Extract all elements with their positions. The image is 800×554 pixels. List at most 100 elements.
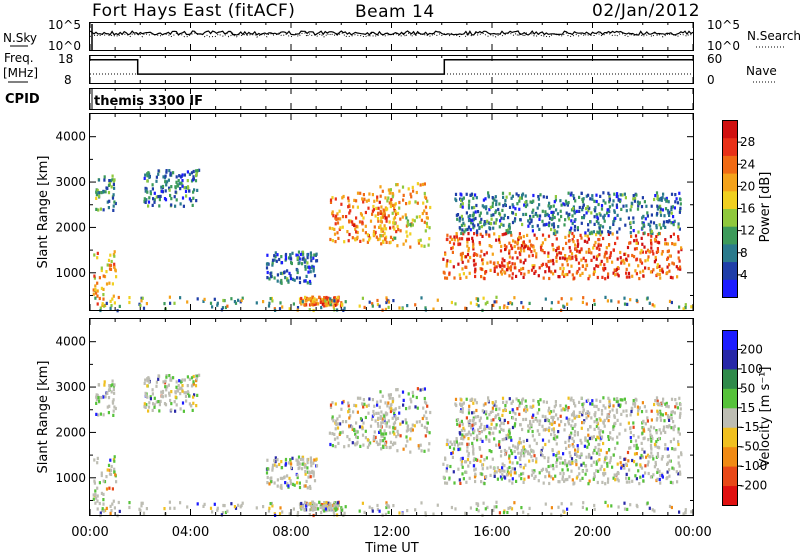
power-cell <box>621 193 624 197</box>
velocity-cell <box>551 428 554 432</box>
power-cell <box>339 217 342 221</box>
velocity-cell <box>339 422 342 426</box>
power-cell <box>539 214 542 218</box>
velocity-cell <box>682 512 685 516</box>
power-cell <box>220 308 223 312</box>
power-colorbar-swatch <box>722 243 738 263</box>
velocity-colorbar-swatch <box>722 388 738 409</box>
velocity-cell <box>584 412 588 416</box>
power-cell <box>109 263 113 267</box>
velocity-cell <box>495 407 498 412</box>
velocity-cell <box>616 418 619 422</box>
power-cell <box>596 230 599 234</box>
velocity-cell <box>677 442 680 447</box>
power-cell <box>534 212 537 216</box>
power-cell <box>359 239 362 243</box>
velocity-cell <box>563 428 566 432</box>
velocity-cell <box>511 416 515 420</box>
velocity-cell <box>641 455 644 459</box>
power-cell <box>472 259 475 263</box>
velocity-cell <box>314 507 317 511</box>
power-cell <box>507 224 511 228</box>
velocity-cell <box>128 501 131 505</box>
velocity-cell <box>394 407 397 411</box>
velocity-cell <box>289 458 292 462</box>
power-cell <box>409 245 412 249</box>
velocity-cell <box>668 415 671 419</box>
velocity-cell <box>106 468 109 472</box>
power-cell <box>265 266 269 270</box>
velocity-cell <box>308 484 312 489</box>
power-cell <box>659 268 662 272</box>
power-cell <box>495 238 498 242</box>
velocity-cell <box>262 505 265 509</box>
velocity-cell <box>300 501 303 506</box>
power-cell <box>111 297 114 301</box>
velocity-cell <box>453 443 456 447</box>
power-cell <box>310 253 313 258</box>
power-cell <box>510 265 513 269</box>
power-cell <box>642 214 645 218</box>
velocity-cell <box>359 444 362 448</box>
velocity-cell <box>222 503 225 508</box>
power-cell <box>529 200 532 204</box>
velocity-cell <box>544 475 547 479</box>
power-cell <box>474 267 477 271</box>
velocity-cell <box>387 510 390 514</box>
power-cell <box>535 236 538 241</box>
velocity-cell <box>572 412 575 416</box>
power-cell <box>540 248 543 252</box>
power-cell <box>666 257 669 261</box>
power-cell <box>329 200 333 204</box>
velocity-cell <box>466 458 470 462</box>
power-cell <box>642 223 645 227</box>
power-cell <box>582 296 585 300</box>
power-cell <box>650 234 653 238</box>
power-cell <box>166 180 169 184</box>
velocity-cell <box>580 463 583 467</box>
velocity-cell <box>373 404 376 408</box>
velocity-cell <box>571 443 574 447</box>
velocity-cell <box>512 410 515 414</box>
power-cell <box>658 272 661 277</box>
velocity-cell <box>478 446 481 450</box>
power-cell <box>625 209 628 213</box>
velocity-cell <box>461 456 464 460</box>
power-cell <box>278 257 281 262</box>
velocity-cell <box>656 470 659 474</box>
power-cell <box>562 202 565 206</box>
velocity-cell <box>540 453 543 457</box>
velocity-cell <box>635 463 638 467</box>
power-cell <box>511 194 514 198</box>
velocity-cell <box>662 425 666 429</box>
velocity-cell <box>614 478 617 482</box>
power-cell <box>606 256 609 261</box>
velocity-cell <box>582 408 585 412</box>
power-cell <box>490 245 493 249</box>
velocity-cell <box>524 406 527 410</box>
velocity-cell <box>293 483 296 487</box>
power-cell <box>511 276 514 280</box>
power-cell <box>481 204 484 208</box>
velocity-cell <box>336 417 339 421</box>
power-cell <box>401 185 405 189</box>
velocity-cell <box>524 399 527 403</box>
power-cell <box>387 305 390 309</box>
velocity-cell <box>113 383 116 387</box>
velocity-cell <box>574 423 577 427</box>
velocity-cell <box>611 465 614 469</box>
velocity-cell <box>506 510 509 515</box>
power-cell <box>417 239 420 243</box>
velocity-cell <box>653 442 657 446</box>
velocity-colorbar-tick-label: -50 <box>740 440 760 454</box>
velocity-cell <box>333 437 337 441</box>
velocity-cell <box>319 505 322 509</box>
velocity-cell <box>383 436 386 440</box>
power-cell <box>510 233 513 237</box>
velocity-cell <box>508 435 511 439</box>
power-cell <box>393 203 396 207</box>
velocity-cell <box>644 471 647 475</box>
velocity-cell <box>667 454 670 458</box>
power-cell <box>646 258 649 262</box>
power-cell <box>498 225 501 229</box>
